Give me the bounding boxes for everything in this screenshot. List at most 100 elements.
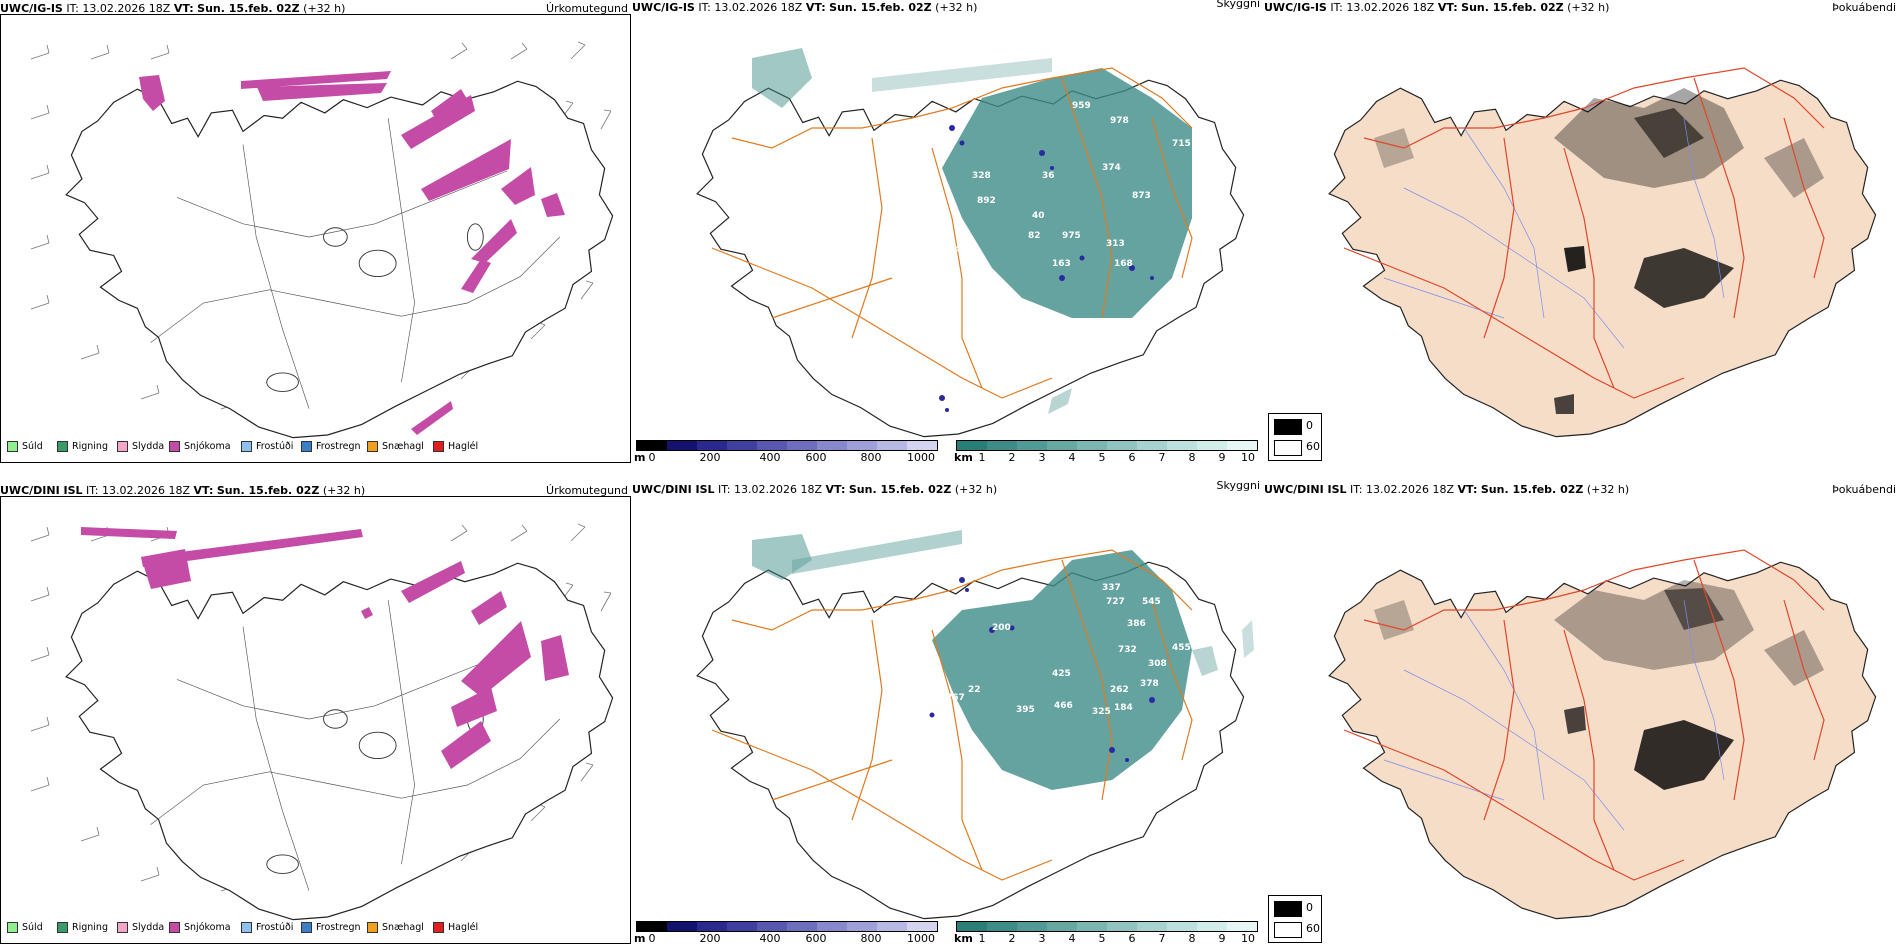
colorbar-ticks: 0 200 400 600 800 1000: [636, 451, 936, 465]
precip-type-legend: Súld Rigning Slydda Snjókoma Frostúði Fr…: [7, 440, 627, 456]
panel-title: Úrkomutegund: [546, 484, 628, 497]
roads: [711, 549, 1193, 881]
color-cell: [757, 922, 787, 931]
tick-label: 600: [805, 451, 827, 464]
legend-swatch: [367, 441, 378, 452]
color-cell: [1227, 441, 1257, 450]
ceiling-label: 732: [1118, 645, 1137, 655]
ceiling-dots: [929, 577, 1155, 762]
color-cell: [817, 922, 847, 931]
it-label: IT:: [698, 1, 711, 14]
it-label: IT:: [718, 483, 731, 496]
ceiling-label: 82: [1028, 231, 1041, 241]
panel-title: Skyggni: [1216, 0, 1260, 10]
ceiling-label: 715: [1172, 139, 1191, 149]
vt-time: Sun. 15.feb. 02Z: [848, 483, 952, 496]
color-cell: [757, 441, 787, 450]
legend-item: Haglél: [433, 440, 478, 454]
visibility-colorbar-cells: [956, 440, 1258, 451]
legend-item: Snjókoma: [169, 921, 231, 935]
legend-label: 0: [1306, 419, 1313, 432]
tick-label: 1: [978, 451, 986, 464]
tick-label: 1: [978, 932, 986, 945]
ceiling-label: 434: [942, 245, 961, 255]
it-label: IT:: [1330, 1, 1343, 14]
visibility-panel-bottom: UWC/DINI ISL IT: 13.02.2026 18Z VT: Sun.…: [632, 479, 1262, 946]
legend-swatch: [117, 441, 128, 452]
it-time: 13.02.2026 18Z: [714, 1, 803, 14]
colorbar-unit: m: [634, 451, 646, 464]
lead-time: (+32 h): [1567, 1, 1610, 14]
precip-type-panel-bottom: UWC/DINI ISL IT: 13.02.2026 18Z VT: Sun.…: [0, 484, 631, 944]
ceiling-label: 313: [1106, 239, 1125, 249]
tick-label: 7: [1158, 451, 1166, 464]
ceiling-label: 466: [1054, 701, 1073, 711]
color-cell: [877, 922, 907, 931]
panel-header: UWC/DINI ISL IT: 13.02.2026 18Z VT: Sun.…: [0, 483, 630, 499]
legend-swatch: [1274, 901, 1302, 917]
colorbar-ticks: 0 200 400 600 800 1000: [636, 932, 936, 946]
vt-label: VT:: [1437, 1, 1458, 14]
color-cell: [637, 922, 667, 931]
color-cell: [907, 922, 937, 931]
colorbar-ticks: 1 2 3 4 5 6 7 8 9 10: [956, 451, 1256, 465]
tick-label: 2: [1008, 932, 1016, 945]
color-cell: [1017, 441, 1047, 450]
lead-time: (+32 h): [954, 483, 998, 496]
tick-label: 600: [805, 932, 827, 945]
legend-swatch: [301, 922, 312, 933]
panel-title: Þokuábendi: [1832, 1, 1896, 14]
legend-swatch: [7, 922, 18, 933]
vt-time: Sun. 15.feb. 02Z: [1461, 1, 1564, 14]
legend-label: 60: [1306, 922, 1320, 935]
legend-item: Rigning: [57, 440, 108, 454]
ceiling-colorbar-cells: [636, 921, 938, 932]
visibility-map: 959 978 715 328 892 374 873 40 82 975 43…: [696, 48, 1245, 438]
tick-label: 7: [1158, 932, 1166, 945]
tick-label: 1000: [907, 932, 935, 945]
it-time: 13.02.2026 18Z: [102, 484, 191, 497]
color-cell: [1167, 441, 1197, 450]
legend-swatch: [57, 922, 68, 933]
tick-label: 0: [648, 932, 656, 945]
legend-label: Frostúði: [256, 441, 294, 452]
model-name: UWC/IG-IS: [632, 1, 695, 14]
model-name: UWC/IG-IS: [1264, 1, 1327, 14]
color-cell: [907, 441, 937, 450]
legend-swatch: [169, 441, 180, 452]
roads: [1343, 549, 1825, 881]
color-cell: [1197, 922, 1227, 931]
legend-label: Rigning: [72, 922, 108, 933]
legend-item: Frostúði: [241, 440, 293, 454]
panel-title: Þokuábendi: [1832, 483, 1896, 496]
ceiling-label: 378: [1140, 679, 1159, 689]
color-cell: [787, 922, 817, 931]
legend-label: Haglél: [448, 922, 479, 933]
legend-item: Frostúði: [241, 921, 293, 935]
legend-label: Snæhagl: [382, 441, 424, 452]
it-label: IT:: [86, 484, 99, 497]
ceiling-label: 267: [946, 693, 965, 703]
tick-label: 4: [1068, 451, 1076, 464]
legend-swatch: [241, 922, 252, 933]
model-name: UWC/DINI ISL: [0, 484, 83, 497]
tick-label: 8: [1188, 451, 1196, 464]
legend-label: 60: [1306, 440, 1320, 453]
color-cell: [957, 922, 987, 931]
tick-label: 6: [1128, 932, 1136, 945]
color-cell: [847, 922, 877, 931]
fog-panel-top: UWC/IG-IS IT: 13.02.2026 18Z VT: Sun. 15…: [1264, 1, 1900, 463]
tick-label: 200: [699, 932, 721, 945]
color-cell: [847, 441, 877, 450]
tick-label: 400: [759, 451, 781, 464]
legend-item: Slydda: [117, 921, 164, 935]
legend-swatch: [367, 922, 378, 933]
legend-swatch: [1274, 419, 1302, 435]
color-cell: [987, 922, 1017, 931]
legend-swatch: [7, 441, 18, 452]
model-name: UWC/DINI ISL: [632, 483, 715, 496]
legend-swatch: [433, 922, 444, 933]
panel-header: UWC/IG-IS IT: 13.02.2026 18Z VT: Sun. 15…: [632, 0, 1262, 16]
legend-label: Snjókoma: [184, 441, 231, 452]
ceiling-label: 374: [1102, 163, 1121, 173]
